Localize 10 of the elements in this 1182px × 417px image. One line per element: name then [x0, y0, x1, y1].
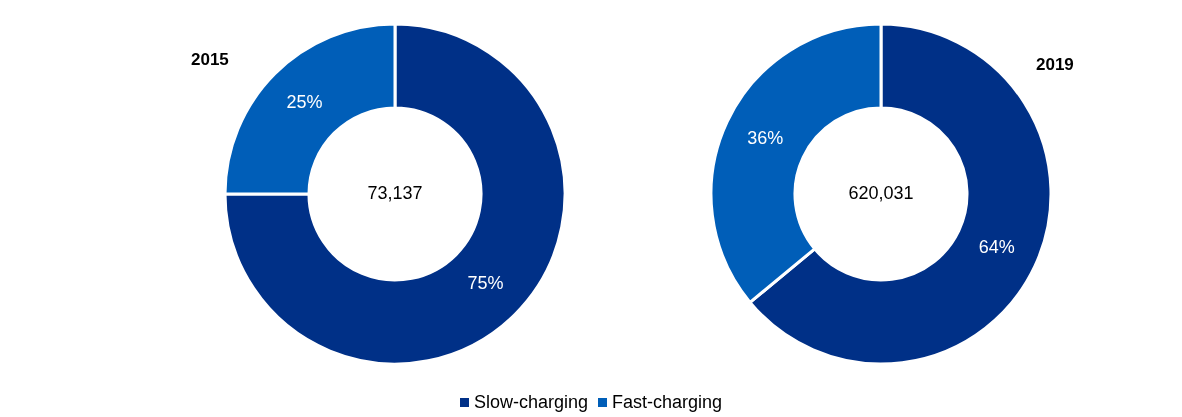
- data-label: 75%: [467, 273, 504, 294]
- text: 2019: [1036, 55, 1074, 75]
- text: 2015: [191, 50, 229, 70]
- data-label: 36%: [747, 128, 784, 149]
- data-label: 25%: [286, 92, 323, 113]
- text: 73,137: [367, 182, 423, 203]
- text: 620,031: [848, 182, 914, 203]
- data-label: 64%: [978, 237, 1015, 258]
- legend-label: Fast-charging: [612, 392, 723, 413]
- legend-label: Slow-charging: [473, 392, 588, 413]
